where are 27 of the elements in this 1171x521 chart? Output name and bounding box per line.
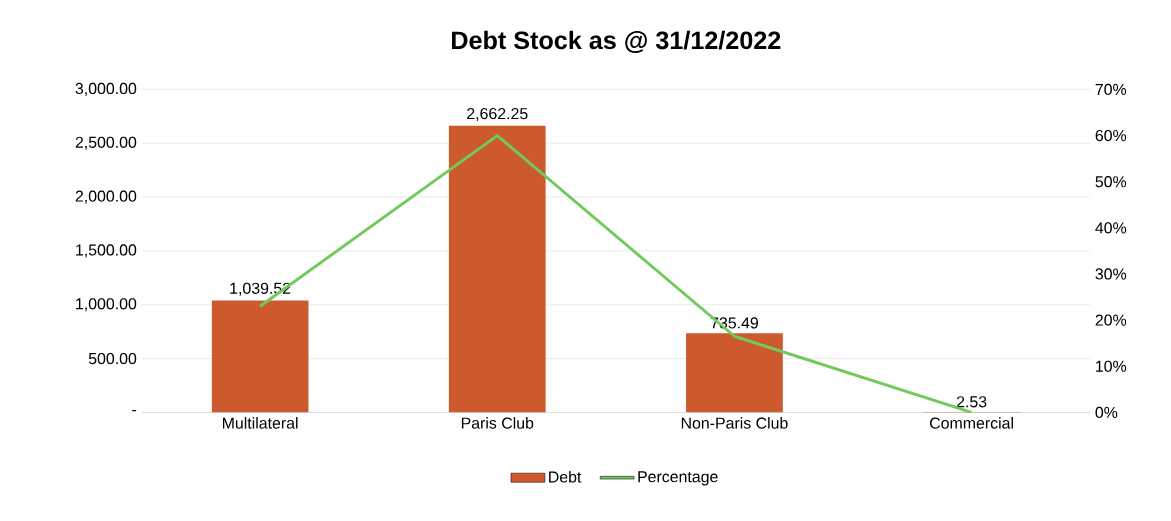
y2-tick-label: 0% (1095, 406, 1118, 419)
y2-tick-label: 50% (1095, 176, 1127, 188)
x-tick-label: Multilateral (222, 417, 298, 429)
y-tick-label: 2,500.00 (75, 136, 137, 150)
y2-tick-label: 10% (1096, 360, 1127, 373)
bar (448, 125, 546, 413)
y2-tick-label: 70% (1095, 83, 1127, 96)
y2-tick-label: 60% (1095, 130, 1127, 142)
x-tick-label: Non-Paris Club (681, 417, 788, 429)
y-tick-label: 2,000.00 (75, 190, 137, 204)
chart-title: Debt Stock as @ 31/12/2022 (452, 30, 781, 54)
y-tick-label: 1,500.00 (76, 244, 137, 258)
y-tick-label: 1,000.00 (76, 298, 137, 312)
y2-tick-label: 20% (1095, 314, 1127, 326)
legend-label: Debt (549, 471, 582, 483)
y-tick-label: - (132, 410, 137, 412)
y2-tick-label: 30% (1095, 268, 1127, 280)
legend-label: Percentage (638, 471, 718, 486)
y-tick-label: 500.00 (88, 353, 137, 365)
data-label: 2,662.25 (467, 108, 528, 122)
y2-tick-label: 40% (1095, 222, 1127, 234)
data-label: 2.53 (956, 396, 987, 408)
bar (686, 333, 783, 413)
y-tick-label: 3,000.00 (75, 83, 137, 97)
bar (211, 300, 309, 413)
x-tick-label: Paris Club (461, 417, 534, 429)
x-tick-label: Commercial (930, 417, 1013, 429)
